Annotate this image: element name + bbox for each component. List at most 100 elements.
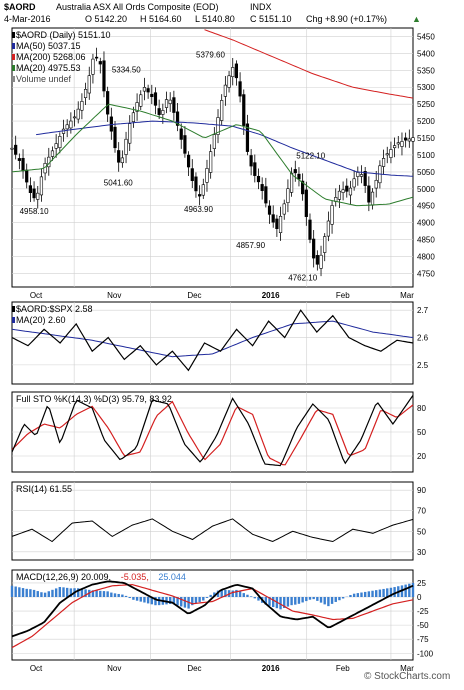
stochastic-tick-label: 80: [417, 404, 426, 413]
x-tick-label: Nov: [107, 291, 121, 300]
macd-histogram-bar: [48, 591, 50, 597]
candle-body: [128, 124, 131, 144]
candle-body: [88, 76, 91, 93]
macd-histogram-bar: [14, 587, 16, 597]
macd-histogram-bar: [40, 592, 42, 597]
x-tick-label: Mar: [400, 664, 414, 673]
macd-histogram-bar: [147, 597, 149, 603]
ratio-tick-label: 2.5: [417, 361, 429, 370]
macd-tick-label: -50: [417, 621, 429, 630]
candle-body: [198, 194, 201, 196]
macd-histogram-bar: [290, 597, 292, 605]
macd-histogram-bar: [202, 597, 204, 601]
macd-histogram-bar: [114, 593, 116, 597]
price-annotation: 4857.90: [236, 241, 265, 250]
rsi-tick-label: 30: [417, 548, 426, 557]
price-tick-label: 4750: [417, 269, 435, 278]
x-tick-label: Nov: [107, 664, 121, 673]
candle-body: [312, 239, 315, 258]
price-tick-label: 5150: [417, 134, 435, 143]
candle-body: [36, 193, 39, 199]
candle-body: [257, 176, 260, 182]
candle-body: [283, 204, 286, 214]
candle-body: [408, 139, 411, 141]
candle-body: [84, 89, 87, 97]
candle-body: [132, 113, 135, 122]
candle-body: [165, 100, 168, 108]
candle-body: [294, 169, 297, 172]
x-tick-label: Feb: [336, 291, 350, 300]
macd-histogram-bar: [338, 597, 340, 600]
stochastic-legend-entry: Full STO %K(14,3) %D(3) 95.79, 83.92: [16, 394, 172, 404]
ratio-legend-entry: MA(20) 2.60: [16, 315, 66, 325]
open-value: O 5142.20: [85, 14, 127, 24]
macd-histogram-bar: [364, 592, 366, 597]
macd-histogram-bar: [312, 597, 314, 599]
macd-histogram-bar: [357, 593, 359, 597]
candle-body: [327, 221, 330, 236]
stochastic-tick-label: 20: [417, 452, 426, 461]
candle-body: [147, 88, 150, 92]
candle-body: [209, 152, 212, 173]
high-value: H 5164.60: [140, 14, 182, 24]
candle-body: [103, 61, 106, 91]
candle-body: [323, 237, 326, 253]
macd-histogram-bar: [298, 597, 300, 604]
macd-histogram-bar: [382, 589, 384, 597]
macd-histogram-bar: [206, 597, 208, 598]
candle-body: [173, 98, 176, 113]
macd-histogram-bar: [198, 597, 200, 602]
candle-body: [162, 110, 165, 114]
macd-histogram-bar: [246, 595, 248, 597]
candle-body: [254, 163, 257, 176]
price-tick-label: 5100: [417, 151, 435, 160]
exchange-label: INDX: [250, 2, 272, 12]
x-tick-label: Dec: [187, 291, 201, 300]
candle-body: [287, 189, 290, 203]
macd-histogram-bar: [37, 591, 39, 597]
price-tick-label: 5200: [417, 117, 435, 126]
macd-histogram-bar: [143, 597, 145, 603]
candle-body: [70, 121, 73, 128]
macd-histogram-bar: [11, 586, 13, 597]
macd-histogram-bar: [287, 597, 289, 607]
candle-body: [272, 215, 275, 223]
macd-histogram-bar: [44, 593, 46, 597]
price-tick-label: 5300: [417, 83, 435, 92]
price-tick-label: 5250: [417, 100, 435, 109]
macd-histogram-bar: [408, 584, 410, 597]
ratio-legend-swatch: [12, 306, 15, 312]
macd-histogram-bar: [368, 591, 370, 597]
candle-body: [106, 91, 109, 114]
macd-histogram-bar: [320, 597, 322, 603]
macd-tick-label: -25: [417, 607, 429, 616]
ratio-tick-label: 2.7: [417, 306, 429, 315]
candle-body: [268, 206, 271, 214]
candle-body: [202, 185, 205, 195]
macd-histogram-bar: [335, 597, 337, 602]
ticker-label: $AORD: [4, 2, 36, 12]
candle-body: [33, 189, 36, 198]
macd-legend-entry: 25.044: [158, 572, 186, 582]
candle-body: [125, 139, 128, 154]
macd-histogram-bar: [305, 597, 307, 601]
x-tick-label: 2016: [262, 664, 280, 673]
candle-body: [92, 59, 95, 74]
rsi-panel-frame: [12, 482, 413, 560]
candle-body: [239, 82, 242, 96]
instrument-name: Australia ASX All Ords Composite (EOD): [56, 2, 219, 12]
price-legend-entry: MA(200) 5268.06: [16, 52, 86, 62]
candle-body: [386, 154, 389, 155]
change-value: Chg +8.90 (+0.17%): [306, 14, 387, 24]
candle-body: [180, 129, 183, 140]
macd-histogram-bar: [195, 597, 197, 604]
macd-histogram-bar: [379, 590, 381, 597]
x-tick-label: Oct: [30, 291, 43, 300]
macd-histogram-bar: [59, 587, 61, 597]
macd-histogram-bar: [95, 591, 97, 597]
candle-body: [187, 155, 190, 167]
price-legend-swatch: [12, 43, 15, 49]
candle-body: [158, 108, 161, 114]
price-legend-entry: MA(20) 4975.53: [16, 63, 81, 73]
candle-body: [371, 192, 374, 205]
